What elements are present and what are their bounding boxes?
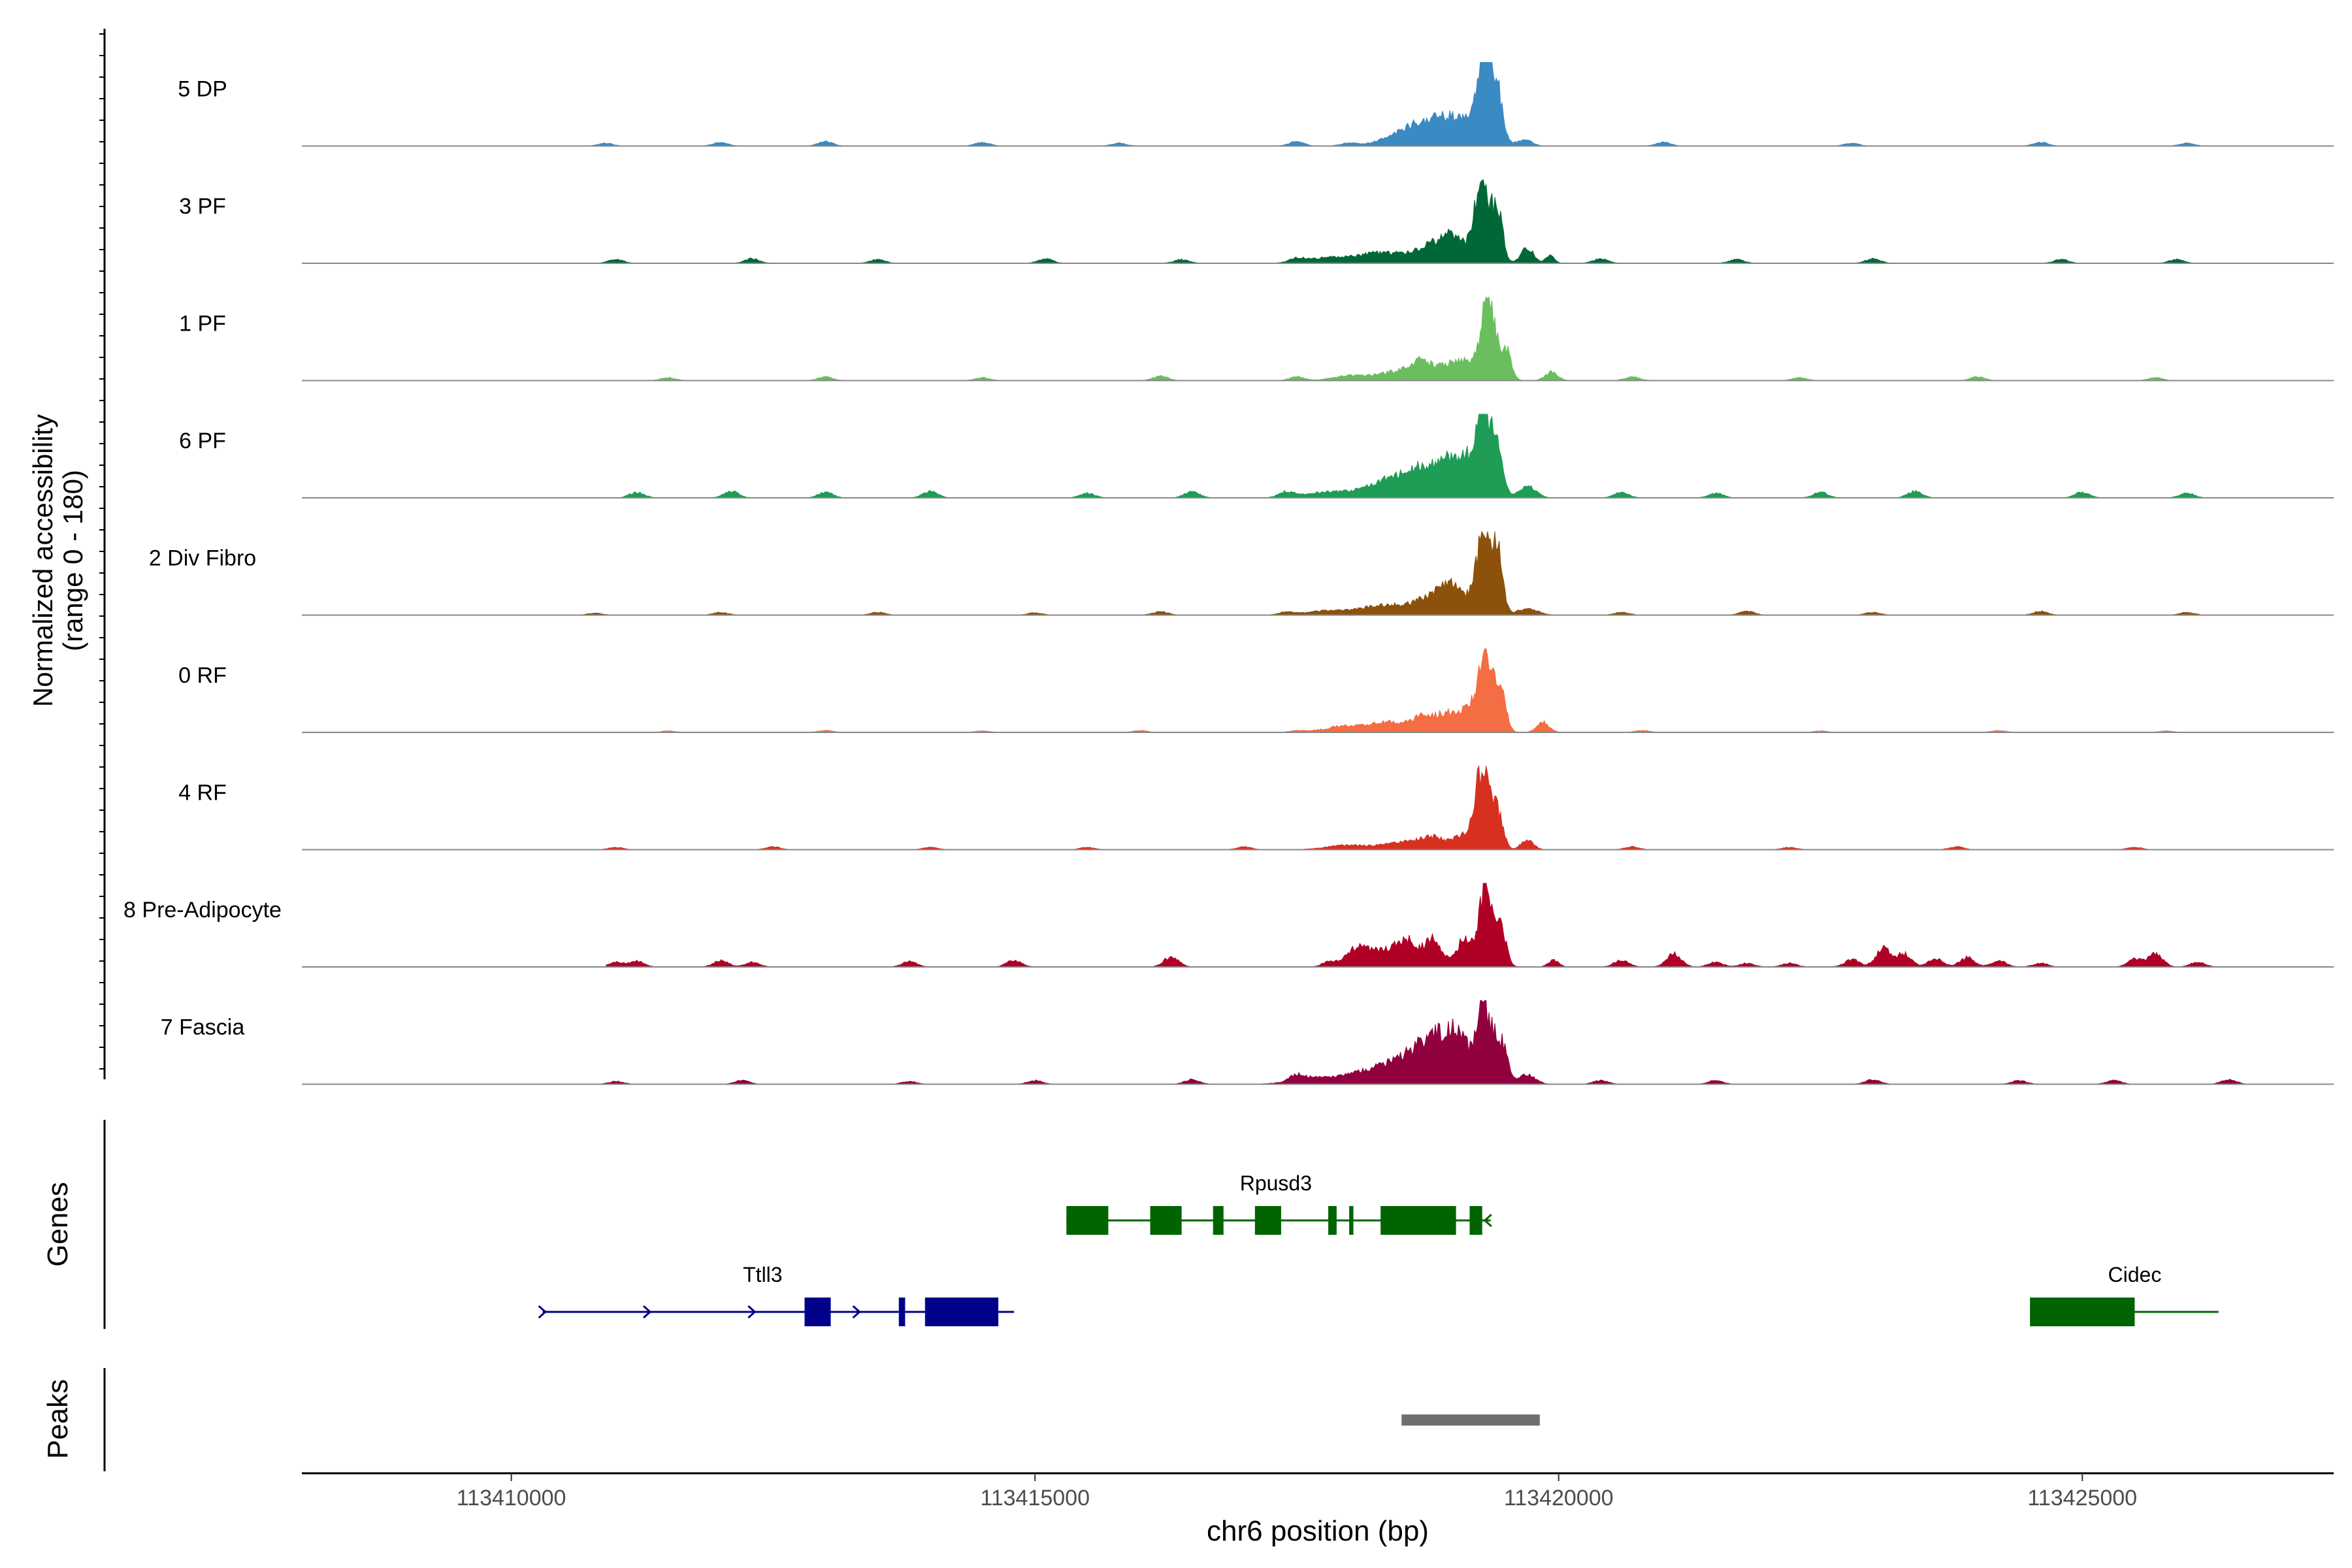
coverage-area bbox=[553, 179, 2208, 264]
gene-annotations: Rpusd3 Ttll3 Cidec bbox=[538, 1171, 2219, 1326]
track-label: 6 PF bbox=[179, 429, 226, 453]
x-tick-label: 113410000 bbox=[457, 1486, 566, 1511]
track-4-rf: 4 RF bbox=[178, 764, 2334, 851]
track-8-pre-adipocyte: 8 Pre-Adipocyte bbox=[123, 883, 2334, 968]
track-6-pf: 6 PF bbox=[179, 414, 2334, 498]
track-1-pf: 1 PF bbox=[179, 296, 2334, 382]
peaks-panel-label: Peaks bbox=[42, 1379, 74, 1459]
y-axis-label-line2: (range 0 - 180) bbox=[57, 470, 88, 651]
gene-ttll3: Ttll3 bbox=[538, 1263, 1015, 1326]
track-2-div-fibro: 2 Div Fibro bbox=[149, 530, 2334, 616]
coverage-area bbox=[553, 648, 2240, 733]
track-label: 3 PF bbox=[179, 194, 226, 219]
gene-exon bbox=[804, 1298, 831, 1326]
track-7-fascia: 7 Fascia bbox=[161, 1000, 2334, 1085]
strand-arrow-icon bbox=[538, 1305, 547, 1319]
track-label: 8 Pre-Adipocyte bbox=[123, 898, 282, 923]
coverage-area bbox=[553, 296, 2219, 381]
gene-label: Cidec bbox=[2108, 1263, 2162, 1286]
gene-exon bbox=[1150, 1206, 1182, 1235]
strand-arrow-icon bbox=[643, 1305, 652, 1319]
strand-arrow-icon bbox=[852, 1305, 861, 1319]
gene-exon bbox=[1328, 1206, 1337, 1235]
x-axis-label: chr6 position (bp) bbox=[1207, 1515, 1429, 1547]
genes-panel-label: Genes bbox=[42, 1182, 74, 1267]
coverage-tracks: 5 DP 3 PF 1 PF 6 PF 2 Div Fibro 0 RF 4 RF 8 Pre… bbox=[123, 62, 2334, 1085]
gene-exon bbox=[898, 1298, 906, 1326]
strand-arrow-icon bbox=[1483, 1213, 1492, 1228]
gene-exon bbox=[924, 1298, 999, 1326]
track-label: 2 Div Fibro bbox=[149, 546, 256, 571]
track-3-pf: 3 PF bbox=[179, 179, 2334, 264]
peak-regions bbox=[1401, 1414, 1540, 1426]
gene-exon bbox=[1254, 1206, 1281, 1235]
track-label: 0 RF bbox=[178, 663, 227, 688]
coverage-area bbox=[542, 764, 2240, 850]
gene-exon bbox=[1469, 1206, 1482, 1235]
gene-exon bbox=[1349, 1206, 1354, 1235]
gene-label: Rpusd3 bbox=[1240, 1171, 1312, 1195]
gene-cidec: Cidec bbox=[2030, 1263, 2219, 1326]
coverage-area bbox=[532, 414, 2240, 498]
gene-rpusd3: Rpusd3 bbox=[1066, 1171, 1492, 1235]
gene-exon bbox=[2030, 1298, 2135, 1326]
track-0-rf: 0 RF bbox=[178, 648, 2334, 733]
coverage-area bbox=[542, 1000, 2250, 1085]
gene-exon bbox=[1066, 1206, 1109, 1235]
y-axis-label-line1: Normalized accessibility bbox=[27, 414, 58, 707]
coverage-area bbox=[532, 530, 2240, 615]
coverage-area bbox=[542, 62, 2250, 147]
x-tick-label: 113415000 bbox=[980, 1486, 1090, 1511]
track-label: 5 DP bbox=[178, 77, 227, 102]
x-axis-ticks: 113410000 113415000 113420000 113425000 bbox=[457, 1473, 2137, 1511]
track-label: 1 PF bbox=[179, 312, 226, 336]
track-label: 7 Fascia bbox=[161, 1015, 245, 1040]
coverage-area bbox=[605, 883, 2219, 968]
x-tick-label: 113425000 bbox=[2027, 1486, 2137, 1511]
gene-exon bbox=[1380, 1206, 1456, 1235]
peak-region-bar bbox=[1401, 1414, 1540, 1426]
coverage-axis-ticks bbox=[99, 33, 105, 1070]
x-tick-label: 113420000 bbox=[1504, 1486, 1614, 1511]
gene-label: Ttll3 bbox=[743, 1263, 782, 1286]
gene-exon bbox=[1213, 1206, 1224, 1235]
track-label: 4 RF bbox=[178, 781, 227, 806]
track-5-dp: 5 DP bbox=[178, 62, 2334, 147]
strand-arrow-icon bbox=[747, 1305, 757, 1319]
